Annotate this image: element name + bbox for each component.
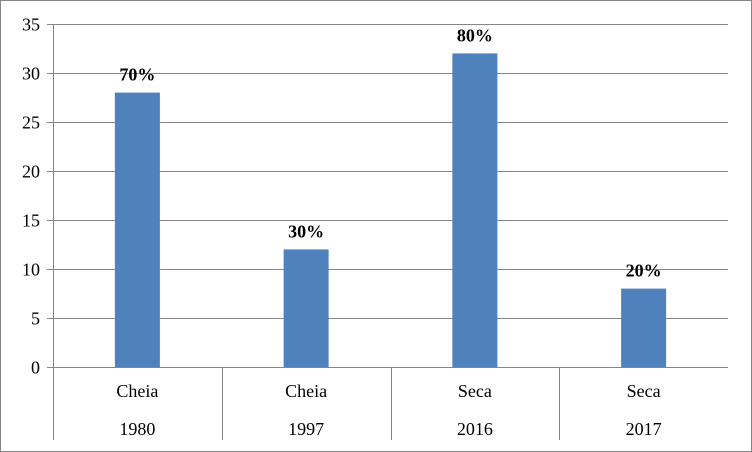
data-label: 70% xyxy=(119,65,155,85)
data-label: 80% xyxy=(457,25,493,45)
category-label: Seca xyxy=(458,381,492,401)
y-tick-label: 5 xyxy=(31,309,40,329)
y-tick-label: 30 xyxy=(22,64,40,84)
y-tick-label: 15 xyxy=(22,211,40,231)
category-year-label: 2016 xyxy=(457,419,493,439)
category-year-label: 1997 xyxy=(288,419,324,439)
y-tick-label: 25 xyxy=(22,113,40,133)
labels: 0 5 10 15 20 25 30 35 70% Cheia 1980 30% Cheia 1997 80… xyxy=(22,15,662,440)
bars xyxy=(114,53,667,368)
y-tick-label: 10 xyxy=(22,260,40,280)
category-year-label: 1980 xyxy=(119,419,155,439)
category-year-label: 2017 xyxy=(626,419,662,439)
data-label: 20% xyxy=(626,261,662,281)
bar xyxy=(452,53,498,368)
category-label: Cheia xyxy=(285,381,327,401)
gridlines xyxy=(53,24,728,319)
category-label: Seca xyxy=(627,381,661,401)
data-label: 30% xyxy=(288,221,324,241)
y-tick-label: 0 xyxy=(31,358,40,378)
y-tick-label: 20 xyxy=(22,162,40,182)
category-label: Cheia xyxy=(116,381,158,401)
bar xyxy=(283,249,329,367)
bar xyxy=(621,288,667,367)
axes xyxy=(47,24,728,440)
bar xyxy=(114,92,160,367)
y-tick-label: 35 xyxy=(22,15,40,35)
